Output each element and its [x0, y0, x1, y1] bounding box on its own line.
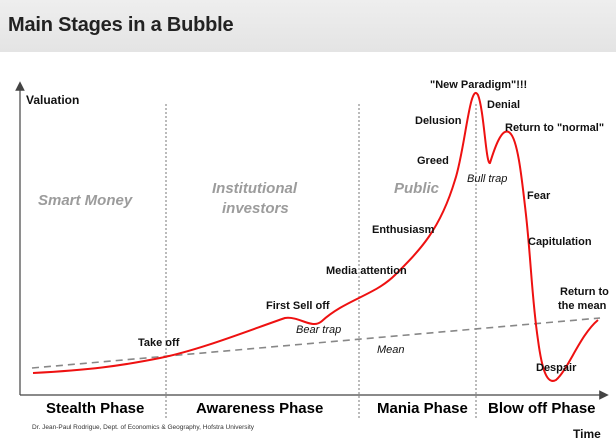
y-axis-label: Valuation — [26, 93, 79, 107]
actor-institutional-line2: investors — [222, 200, 289, 217]
x-axis-label: Time — [573, 427, 601, 441]
label-new-paradigm: "New Paradigm"!!! — [430, 79, 527, 91]
phase-mania: Mania Phase — [377, 400, 468, 417]
label-first-sell-off: First Sell off — [266, 300, 330, 312]
actor-institutional-line1: Institutional — [212, 180, 298, 197]
credit-line: Dr. Jean-Paul Rodrigue, Dept. of Economi… — [32, 424, 255, 431]
phase-stealth: Stealth Phase — [46, 400, 144, 417]
label-bull-trap: Bull trap — [467, 173, 507, 185]
label-media-attention: Media attention — [326, 265, 407, 277]
label-return-to-normal: Return to "normal" — [505, 122, 604, 134]
label-bear-trap: Bear trap — [296, 324, 341, 336]
label-return-to-mean-line2: the mean — [558, 300, 607, 312]
actor-public: Public — [394, 180, 440, 197]
label-return-to-mean-line1: Return to — [560, 286, 609, 298]
label-greed: Greed — [417, 155, 449, 167]
phase-awareness: Awareness Phase — [196, 400, 323, 417]
title-band: Main Stages in a Bubble — [0, 0, 616, 52]
bubble-curve — [32, 91, 599, 382]
label-mean: Mean — [377, 344, 405, 356]
label-despair: Despair — [536, 362, 577, 374]
page-title: Main Stages in a Bubble — [8, 14, 234, 36]
label-denial: Denial — [487, 99, 520, 111]
label-capitulation: Capitulation — [528, 236, 592, 248]
label-take-off: Take off — [138, 337, 180, 349]
label-fear: Fear — [527, 190, 551, 202]
label-enthusiasm: Enthusiasm — [372, 224, 435, 236]
phase-blowoff: Blow off Phase — [488, 400, 596, 417]
label-delusion: Delusion — [415, 115, 462, 127]
actor-smart-money: Smart Money — [38, 192, 133, 209]
